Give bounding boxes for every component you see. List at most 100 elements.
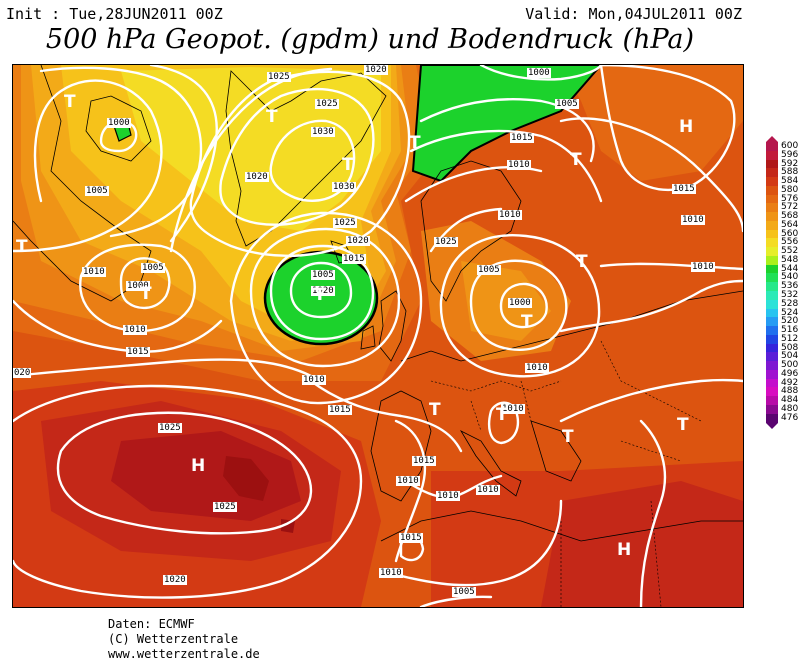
legend-swatch: [766, 308, 778, 318]
legend-swatch: [766, 396, 778, 405]
isobar-1010-africa: [379, 499, 563, 587]
legend-swatch: [766, 273, 778, 283]
legend-label: 524: [781, 307, 799, 318]
low-pressure-marker: T: [342, 155, 354, 175]
greenland-coast: [225, 70, 387, 247]
isobar-label: 1010: [525, 363, 549, 373]
isobar-label: 1025: [267, 72, 291, 82]
map-canvas: [13, 65, 743, 607]
footer-data-source: Daten: ECMWF: [108, 617, 195, 631]
legend-row: 496: [762, 369, 812, 379]
isobar-label: 1000: [508, 298, 532, 308]
europe-north-coast: [400, 290, 743, 362]
legend-row: 552: [762, 246, 812, 257]
baffin-coast: [85, 95, 152, 162]
low-norway-green: [411, 65, 603, 183]
legend-row: 564: [762, 220, 812, 230]
isobar-label: 1010: [507, 160, 531, 170]
legend-swatch: [766, 255, 778, 265]
legend-swatch: [766, 413, 778, 423]
legend-swatch: [766, 264, 778, 274]
legend-label: 584: [781, 176, 799, 187]
legend-label: 560: [781, 228, 799, 239]
legend-swatch: [766, 229, 778, 239]
isobar-label: 1010: [302, 375, 326, 385]
legend-label: 588: [781, 167, 799, 178]
legend-swatch: [766, 168, 778, 178]
legend-swatch: [766, 212, 778, 221]
legend-row: 584: [762, 176, 812, 187]
legend-swatch: [766, 369, 778, 379]
legend-row: 556: [762, 237, 812, 248]
legend-swatch: [766, 220, 778, 230]
legend-label: 548: [781, 254, 799, 265]
isobar-1015-east: [559, 279, 743, 333]
legend-swatch: [766, 203, 778, 213]
isobar-label: 1010: [379, 568, 403, 578]
legend-label: 492: [781, 377, 799, 388]
isobar-label: 1000: [126, 281, 150, 291]
isobar-label: 1005: [452, 587, 476, 597]
footer-website: www.wetterzentrale.de: [108, 647, 260, 661]
isobar-label: 1010: [691, 262, 715, 272]
legend-row: 524: [762, 307, 812, 318]
map-title: 500 hPa Geopot. (gpdm) und Bodendruck (h…: [45, 24, 695, 55]
low-pressure-marker: T: [409, 133, 421, 153]
legend-swatch: [766, 194, 778, 204]
isobar-1005-canada: [119, 257, 171, 310]
isobar-label: 1015: [342, 254, 366, 264]
legend-label: 552: [781, 246, 799, 257]
isobar-1010-europe: [439, 234, 601, 378]
legend-row: 500: [762, 360, 812, 370]
isobar-label: 1010: [82, 267, 106, 277]
field-europe-564: [461, 261, 551, 341]
low-pressure-marker: T: [266, 107, 278, 127]
legend-label: 488: [781, 386, 799, 397]
isobar-label: 1010: [396, 476, 420, 486]
isobar-1030-greenland: [269, 119, 356, 203]
legend-swatch: [766, 177, 778, 186]
isobar-1015-greenland: [169, 67, 333, 253]
legend-label: 544: [781, 263, 799, 274]
legend-swatch: [766, 299, 778, 309]
isobar-1005-north: [419, 98, 595, 163]
legend-label: 576: [781, 193, 799, 204]
legend-label: 528: [781, 298, 799, 309]
legend-row: 588: [762, 167, 812, 178]
legend-swatch: [766, 404, 778, 414]
isobar-1015-uk: [229, 211, 423, 405]
legend-row: 520: [762, 316, 812, 327]
legend-label: 532: [781, 290, 799, 301]
isobar-label: 1020: [311, 286, 335, 296]
legend-label: 516: [781, 325, 799, 336]
high-pressure-marker: H: [679, 117, 694, 137]
isobar-1015-russia: [599, 65, 736, 191]
low-pressure-marker: T: [314, 285, 326, 305]
isobar-label: 1010: [123, 325, 147, 335]
isobar-label: 1015: [328, 405, 352, 415]
legend-swatch: [766, 282, 778, 292]
high-pressure-marker: H: [191, 456, 206, 476]
isobar-label: 1015: [126, 347, 150, 357]
isobar-1010-canada: [79, 243, 196, 333]
canada-coast: [13, 65, 152, 302]
valid-time: Valid: Mon,04JUL2011 00Z: [525, 5, 742, 23]
legend-label: 520: [781, 316, 799, 327]
legend-swatch: [766, 238, 778, 248]
forecast-map: [12, 64, 744, 608]
legend-row: 492: [762, 377, 812, 388]
legend-row: 560: [762, 228, 812, 239]
isobar-1005-europe: [469, 259, 568, 351]
low-pressure-marker: T: [562, 427, 574, 447]
isobar-label: 1015: [510, 133, 534, 143]
legend-label: 540: [781, 272, 799, 283]
legend-row: 528: [762, 298, 812, 309]
legend-row: 600: [762, 141, 812, 151]
isobar-1025-azores: [56, 411, 313, 535]
legend-swatch: [766, 326, 778, 335]
legend-row: 512: [762, 334, 812, 344]
isobar-label: 1005: [311, 270, 335, 280]
legend-row: 576: [762, 193, 812, 204]
legend-label: 480: [781, 403, 799, 414]
country-borders: [430, 340, 702, 607]
